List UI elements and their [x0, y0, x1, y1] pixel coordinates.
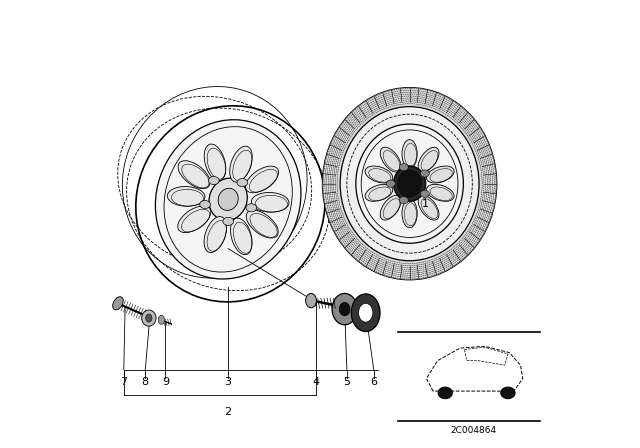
Text: 6: 6 — [371, 377, 377, 387]
Ellipse shape — [178, 206, 211, 233]
Ellipse shape — [418, 195, 439, 220]
Ellipse shape — [178, 161, 210, 189]
Ellipse shape — [209, 177, 219, 185]
Ellipse shape — [340, 107, 479, 261]
Ellipse shape — [438, 387, 452, 399]
Ellipse shape — [322, 87, 497, 280]
Ellipse shape — [418, 147, 439, 172]
Ellipse shape — [420, 190, 429, 198]
Ellipse shape — [380, 147, 401, 172]
Ellipse shape — [146, 314, 152, 322]
Ellipse shape — [145, 312, 153, 322]
Ellipse shape — [420, 170, 429, 177]
Ellipse shape — [113, 297, 124, 310]
Ellipse shape — [252, 193, 289, 212]
Ellipse shape — [246, 204, 257, 212]
Text: 7: 7 — [120, 377, 127, 387]
Ellipse shape — [230, 146, 252, 182]
Ellipse shape — [365, 185, 393, 201]
Ellipse shape — [156, 120, 301, 279]
Ellipse shape — [399, 164, 408, 171]
Ellipse shape — [500, 387, 515, 399]
Text: 4: 4 — [312, 377, 319, 387]
Ellipse shape — [230, 218, 252, 254]
Ellipse shape — [332, 293, 357, 325]
Ellipse shape — [426, 185, 454, 201]
Ellipse shape — [306, 293, 316, 308]
Ellipse shape — [141, 310, 156, 326]
Text: 1: 1 — [422, 199, 429, 209]
Ellipse shape — [387, 180, 396, 187]
Ellipse shape — [204, 144, 226, 181]
Ellipse shape — [209, 178, 247, 220]
Ellipse shape — [204, 216, 227, 253]
Text: 5: 5 — [344, 377, 350, 387]
Ellipse shape — [339, 302, 350, 316]
Text: 2: 2 — [225, 407, 232, 417]
Text: 8: 8 — [141, 377, 149, 387]
Ellipse shape — [158, 315, 164, 324]
Ellipse shape — [394, 166, 426, 202]
Ellipse shape — [246, 210, 278, 238]
Ellipse shape — [356, 124, 463, 243]
Ellipse shape — [351, 294, 380, 332]
Text: 2C004864: 2C004864 — [451, 426, 497, 435]
Ellipse shape — [167, 186, 205, 206]
Text: 3: 3 — [225, 377, 232, 387]
Ellipse shape — [223, 217, 234, 225]
Ellipse shape — [237, 179, 248, 187]
Ellipse shape — [402, 140, 417, 168]
Ellipse shape — [380, 195, 401, 220]
Ellipse shape — [200, 201, 211, 209]
Ellipse shape — [399, 197, 408, 204]
Ellipse shape — [402, 199, 417, 228]
Ellipse shape — [396, 169, 423, 198]
Ellipse shape — [365, 166, 393, 183]
Ellipse shape — [426, 166, 454, 183]
Ellipse shape — [246, 166, 278, 193]
Ellipse shape — [358, 303, 373, 322]
Text: 9: 9 — [162, 377, 169, 387]
Ellipse shape — [218, 188, 238, 211]
